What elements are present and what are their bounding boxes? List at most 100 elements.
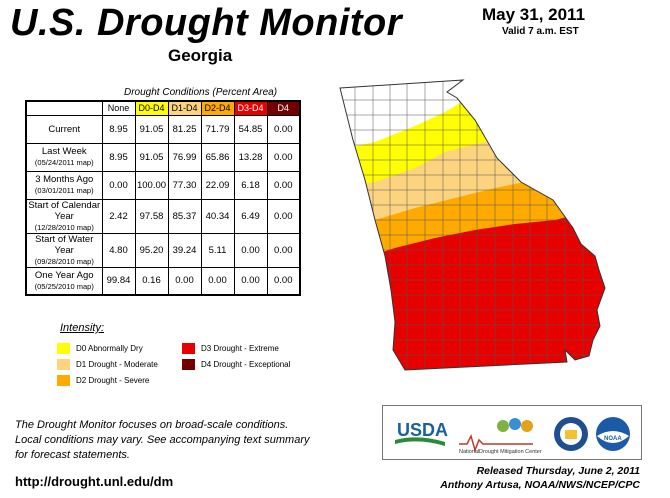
table-row: Last Week (05/24/2011 map) 8.95 91.05 76.99 6… — [25, 142, 301, 172]
col-none: None — [101, 100, 136, 116]
footnote-line-3: for forecast statements. — [15, 449, 130, 461]
legend-swatch-d2 — [57, 375, 70, 386]
table-cell: 39.24 — [167, 232, 202, 268]
ndmc-text-1: National — [459, 449, 479, 455]
release-info: Released Thursday, June 2, 2011 Anthony … — [440, 464, 640, 492]
table-cell: 97.58 — [134, 198, 169, 234]
usda-logo: USDA — [395, 420, 448, 446]
table-cell: 77.30 — [167, 170, 202, 200]
table-cell: 0.16 — [134, 266, 169, 296]
table-cell: 91.05 — [134, 114, 169, 144]
legend-item-d4: D4 Drought - Exceptional — [182, 359, 290, 370]
table-cell: 6.49 — [233, 198, 268, 234]
row-label-sub: (09/28/2010 map) — [34, 256, 94, 266]
table-row: Current 8.95 91.05 81.25 71.79 54.85 0.00 — [25, 114, 301, 144]
table-cell: 5.11 — [200, 232, 235, 268]
row-label: Start of Water Year (09/28/2010 map) — [25, 232, 103, 268]
row-label: Current — [25, 114, 103, 144]
row-label-text: 3 Months Ago — [35, 174, 94, 185]
table-cell: 40.34 — [200, 198, 235, 234]
table-corner — [26, 101, 102, 115]
release-author: Anthony Artusa, NOAA/NWS/NCEP/CPC — [440, 479, 640, 491]
doc-seal-icon — [554, 417, 588, 451]
row-label-text: Start of Water Year — [35, 233, 94, 256]
row-label-text: Last Week — [41, 146, 87, 157]
row-label: One Year Ago (05/25/2010 map) — [25, 266, 103, 296]
legend-label-d3: D3 Drought - Extreme — [201, 344, 279, 353]
table-cell: 65.86 — [200, 142, 235, 172]
footnote: The Drought Monitor focuses on broad-sca… — [15, 418, 335, 463]
col-d4: D4 — [266, 100, 301, 116]
legend-title: Intensity: — [60, 322, 105, 334]
ndmc-logo: National Drought Mitigation Center — [459, 418, 542, 455]
ndmc-text-2: Drought Mitigation Center — [479, 449, 542, 455]
legend-label-d2: D2 Drought - Severe — [76, 376, 150, 385]
georgia-outline — [339, 79, 606, 371]
legend-label-d0: D0 Abnormally Dry — [76, 344, 143, 353]
state-name: Georgia — [168, 46, 233, 65]
footnote-line-1: The Drought Monitor focuses on broad-sca… — [15, 419, 289, 431]
row-label: Start of Calendar Year (12/28/2010 map) — [25, 198, 103, 234]
release-date: Released Thursday, June 2, 2011 — [476, 465, 640, 477]
row-label-sub: (05/24/2011 map) — [34, 158, 94, 167]
website-url[interactable]: http://drought.unl.edu/dm — [15, 474, 174, 489]
conditions-table: None D0-D4 D1-D4 D2-D4 D3-D4 D4 Current 8… — [25, 100, 301, 296]
map-date: May 31, 2011 — [482, 5, 586, 24]
table-cell: 0.00 — [233, 266, 268, 296]
usda-logo-text: USDA — [397, 420, 448, 440]
table-cell: 0.00 — [101, 170, 136, 200]
col-d0-d4: D0-D4 — [134, 100, 169, 116]
footnote-line-2: Local conditions may vary. See accompany… — [15, 434, 310, 446]
table-cell: 8.95 — [101, 114, 136, 144]
table-cell: 81.25 — [167, 114, 202, 144]
legend-swatch-d1 — [57, 359, 70, 370]
legend-label-d4: D4 Drought - Exceptional — [201, 360, 291, 369]
legend-swatch-d3 — [182, 343, 195, 354]
row-label-sub: (12/28/2010 map) — [34, 222, 94, 232]
table-cell: 2.42 — [101, 198, 136, 234]
noaa-logo-icon: NOAA — [596, 417, 630, 451]
table-row: Start of Calendar Year (12/28/2010 map) 2.… — [25, 198, 301, 234]
legend-label-d1: D1 Drought - Moderate — [76, 360, 158, 369]
table-cell: 91.05 — [134, 142, 169, 172]
row-label-sub: (03/01/2011 map) — [34, 186, 94, 195]
table-cell: 6.18 — [233, 170, 268, 200]
table-cell: 0.00 — [233, 232, 268, 268]
table-cell: 0.00 — [266, 114, 301, 144]
legend-item-d0: D0 Abnormally Dry — [57, 343, 143, 354]
agency-logos: USDA National Drought Mitigation Center … — [395, 417, 630, 455]
table-cell: 0.00 — [266, 198, 301, 234]
col-d3-d4: D3-D4 — [233, 100, 268, 116]
logos-box: USDA National Drought Mitigation Center … — [382, 405, 642, 460]
main-title: U.S. Drought Monitor — [10, 2, 403, 44]
legend-item-d2: D2 Drought - Severe — [57, 375, 149, 386]
valid-time: Valid 7 a.m. EST — [502, 26, 579, 37]
table-cell: 71.79 — [200, 114, 235, 144]
row-label: 3 Months Ago (03/01/2011 map) — [25, 170, 103, 200]
table-cell: 99.84 — [101, 266, 136, 296]
table-cell: 0.00 — [200, 266, 235, 296]
legend-swatch-d0 — [57, 343, 70, 354]
table-cell: 0.00 — [266, 232, 301, 268]
table-cell: 0.00 — [266, 142, 301, 172]
table-cell: 8.95 — [101, 142, 136, 172]
table-row: Start of Water Year (09/28/2010 map) 4.80 9… — [25, 232, 301, 268]
table-cell: 76.99 — [167, 142, 202, 172]
table-cell: 54.85 — [233, 114, 268, 144]
table-cell: 0.00 — [266, 170, 301, 200]
table-cell: 0.00 — [266, 266, 301, 296]
georgia-drought-map — [339, 79, 606, 371]
legend-swatch-d4 — [182, 359, 195, 370]
col-d2-d4: D2-D4 — [200, 100, 235, 116]
table-row: One Year Ago (05/25/2010 map) 99.84 0.16 0.0… — [25, 266, 301, 296]
table-cell: 22.09 — [200, 170, 235, 200]
table-row: 3 Months Ago (03/01/2011 map) 0.00 100.00 77… — [25, 170, 301, 200]
table-cell: 13.28 — [233, 142, 268, 172]
table-cell: 0.00 — [167, 266, 202, 296]
map-d3-area — [340, 205, 605, 370]
legend-item-d1: D1 Drought - Moderate — [57, 359, 158, 370]
table-header-row: None D0-D4 D1-D4 D2-D4 D3-D4 D4 — [26, 100, 301, 116]
legend-item-d3: D3 Drought - Extreme — [182, 343, 279, 354]
row-label-text: Current — [48, 123, 81, 135]
table-cell: 100.00 — [134, 170, 169, 200]
